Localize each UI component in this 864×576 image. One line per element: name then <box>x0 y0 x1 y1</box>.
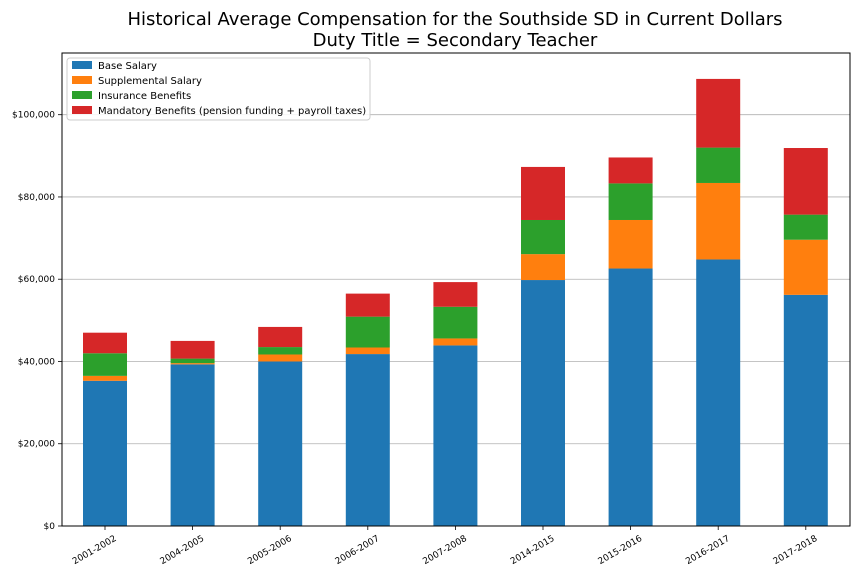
y-tick-label: $100,000 <box>12 111 55 121</box>
bar-segment <box>783 239 828 295</box>
bar-segment <box>783 294 828 526</box>
x-tick-label: 2015-2016 <box>597 534 645 567</box>
bar-segment <box>521 280 565 526</box>
legend-box <box>66 57 371 121</box>
y-tick-label: $60,000 <box>18 275 55 285</box>
y-axis: $0 $20,000 $40,000 $60,000 $80,000 $100,000 <box>12 111 62 532</box>
bar-segment <box>783 214 828 240</box>
legend-label: Base Salary <box>98 61 157 72</box>
y-tick-label: $80,000 <box>18 193 55 203</box>
x-tick-label: 2001-2002 <box>71 534 118 567</box>
legend: Base Salary Supplemental Salary Insurance … <box>66 57 371 121</box>
chart-title-line2: Duty Title = Secondary Teacher <box>313 30 598 51</box>
plot-frame <box>61 52 851 527</box>
bar-segment <box>83 375 127 381</box>
bar-segment <box>433 345 478 526</box>
bar-segment <box>258 361 303 526</box>
bar-segment <box>521 166 565 220</box>
bar-segment <box>258 347 303 355</box>
legend-swatch <box>72 76 92 84</box>
bar-segment <box>433 282 478 307</box>
x-tick-label: 2006-2007 <box>334 534 381 567</box>
legend-swatch <box>72 61 92 69</box>
bar-segment <box>345 347 390 355</box>
bar-segment <box>696 259 741 526</box>
bar-segment <box>345 354 390 526</box>
legend-label: Mandatory Benefits (pension funding + pa… <box>98 106 366 117</box>
bar-segment <box>608 268 653 526</box>
bar-segment <box>83 332 127 354</box>
bar-segment <box>696 147 741 183</box>
bar-segment <box>258 354 303 362</box>
bar-segment <box>170 358 215 364</box>
bar-segment <box>170 363 215 365</box>
legend-label: Supplemental Salary <box>98 76 202 87</box>
bar-segment <box>521 219 565 255</box>
bar-segment <box>608 219 653 269</box>
bar-segment <box>83 380 127 526</box>
bar-segment <box>345 293 390 317</box>
bar-segment <box>783 148 828 215</box>
bar-segment <box>608 183 653 220</box>
legend-swatch <box>72 106 92 114</box>
y-tick-label: $0 <box>44 522 56 532</box>
bar-segment <box>608 157 653 184</box>
bar-segment <box>83 353 127 376</box>
bar-segment <box>170 364 215 526</box>
bar-segment <box>696 78 741 148</box>
y-tick-label: $20,000 <box>18 440 55 450</box>
bar-segment <box>345 316 390 348</box>
x-tick-label: 2014-2015 <box>509 534 556 567</box>
bar-segment <box>433 338 478 346</box>
x-axis: 2001-2002 2004-2005 2005-2006 2006-2007 2007… <box>71 526 820 567</box>
bar-segment <box>170 340 215 359</box>
x-tick-label: 2005-2006 <box>246 534 294 567</box>
bar-segment <box>696 182 741 260</box>
x-tick-label: 2017-2018 <box>772 534 820 567</box>
x-tick-label: 2007-2008 <box>421 534 469 567</box>
bar-segment <box>433 306 478 339</box>
x-tick-label: 2016-2017 <box>684 534 731 567</box>
bar-segment <box>258 326 303 348</box>
chart-title-line1: Historical Average Compensation for the … <box>127 9 782 30</box>
x-tick-label: 2004-2005 <box>159 534 206 567</box>
legend-swatch <box>72 91 92 99</box>
y-tick-label: $40,000 <box>18 357 55 367</box>
bars <box>83 78 828 526</box>
legend-label: Insurance Benefits <box>98 91 191 102</box>
bar-segment <box>521 254 565 281</box>
